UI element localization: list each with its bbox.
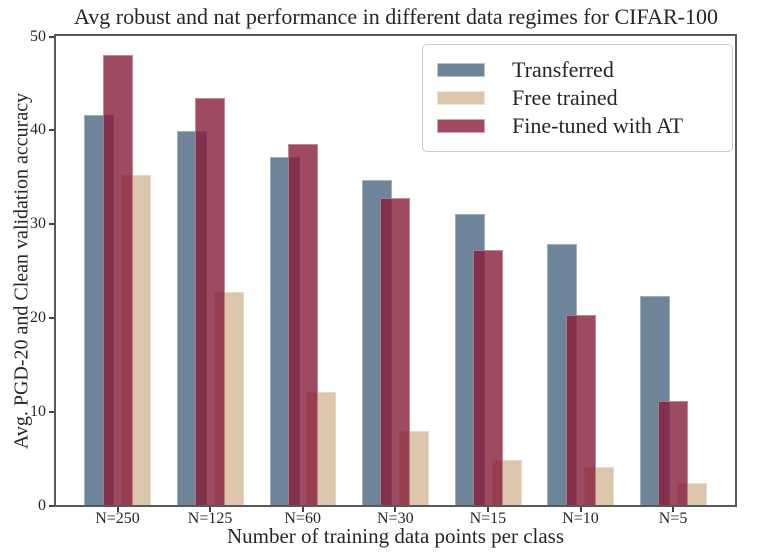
x-tick-label-n-5: N=5 (658, 510, 688, 527)
x-tick-label-n-10: N=10 (562, 510, 599, 527)
x-tick-label-n-60: N=60 (284, 510, 321, 527)
y-tick-label-40: 40 (30, 121, 46, 139)
bar-fine-tuned-with-at-n-10 (565, 314, 596, 505)
y-tick-label-20: 20 (30, 308, 46, 326)
y-tick-label-50: 50 (30, 27, 46, 45)
y-tick-20 (49, 316, 54, 319)
y-tick-label-10: 10 (30, 402, 46, 420)
x-tick-label-n-250: N=250 (95, 510, 140, 527)
bar-fine-tuned-with-at-n-30 (380, 198, 411, 505)
y-tick-40 (49, 129, 54, 132)
x-tick-n-30 (394, 507, 397, 512)
x-tick-n-125 (209, 507, 212, 512)
chart-title: Avg robust and nat performance in differ… (74, 4, 718, 29)
legend-swatch-fine-tuned-with-at (437, 119, 485, 133)
bar-fine-tuned-with-at-n-125 (195, 97, 226, 505)
x-tick-n-60 (301, 507, 304, 512)
bar-fine-tuned-with-at-n-15 (472, 249, 503, 505)
y-tick-10 (49, 410, 54, 413)
legend-swatch-transferred (437, 63, 485, 77)
legend-row-fine-tuned-with-at: Fine-tuned with AT (437, 112, 718, 140)
bar-fine-tuned-with-at-n-250 (102, 54, 133, 505)
legend-row-transferred: Transferred (437, 56, 718, 84)
y-axis-label: Avg. PGD-20 and Clean validation accurac… (10, 92, 33, 450)
x-tick-n-250 (116, 507, 119, 512)
legend-row-free-trained: Free trained (437, 84, 718, 112)
legend-label-free-trained: Free trained (512, 85, 618, 110)
y-tick-30 (49, 223, 54, 226)
legend-label-transferred: Transferred (512, 57, 614, 82)
x-tick-label-n-15: N=15 (469, 510, 507, 527)
y-tick-0 (49, 504, 54, 507)
x-tick-label-n-30: N=30 (377, 510, 414, 527)
y-tick-50 (49, 35, 54, 38)
y-tick-label-0: 0 (38, 496, 46, 514)
legend-label-fine-tuned-with-at: Fine-tuned with AT (512, 113, 684, 138)
x-tick-label-n-125: N=125 (187, 510, 233, 527)
x-tick-n-15 (486, 507, 489, 512)
bar-fine-tuned-with-at-n-5 (658, 400, 689, 505)
x-tick-n-5 (672, 507, 675, 512)
x-axis-label: Number of training data points per class (226, 524, 565, 548)
legend-swatch-free-trained (437, 91, 485, 105)
y-tick-label-30: 30 (30, 215, 46, 233)
legend: Transferred Free trained Fine-tuned with A… (422, 44, 733, 152)
x-tick-n-10 (579, 507, 582, 512)
bar-fine-tuned-with-at-n-60 (287, 143, 318, 505)
